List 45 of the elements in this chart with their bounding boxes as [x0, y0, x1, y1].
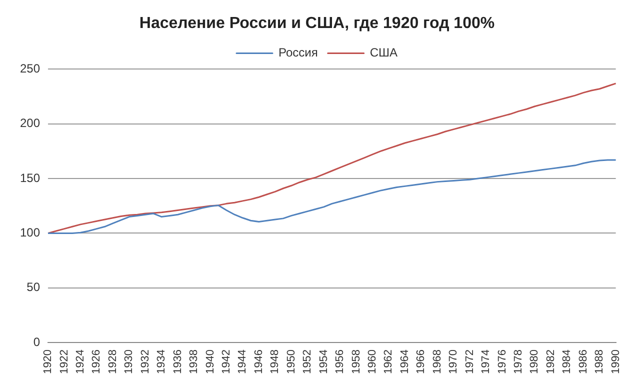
- x-tick-label: 1920: [42, 350, 54, 374]
- y-tick-label: 200: [20, 116, 40, 130]
- x-tick-label: 1928: [106, 350, 119, 374]
- x-tick-label: 1962: [382, 350, 395, 374]
- x-tick-label: 1936: [172, 350, 184, 374]
- x-tick-label: 1930: [123, 350, 136, 374]
- x-tick-label: 1970: [448, 350, 460, 374]
- x-tick-label: 1976: [496, 350, 508, 374]
- x-tick-label: 1948: [269, 350, 282, 374]
- x-tick-label: 1966: [415, 350, 428, 374]
- x-tick-label: 1982: [544, 350, 557, 374]
- x-tick-label: 1924: [74, 350, 86, 374]
- x-tick-label: 1988: [594, 350, 606, 374]
- x-tick-label: 1978: [512, 350, 524, 374]
- y-tick-label: 0: [33, 334, 40, 349]
- y-tick-label: 250: [20, 62, 40, 76]
- x-tick-label: 1968: [431, 350, 444, 374]
- x-tick-label: 1934: [156, 350, 168, 374]
- x-tick-label: 1922: [58, 350, 70, 374]
- x-tick-label: 1972: [464, 350, 476, 374]
- chart-title: Население России и США, где 1920 год 100%: [139, 15, 495, 32]
- x-tick-label: 1960: [366, 350, 378, 374]
- x-tick-label: 1926: [90, 350, 103, 374]
- x-tick-label: 1984: [561, 350, 574, 374]
- x-tick-label: 1950: [285, 350, 298, 374]
- x-tick-label: 1944: [236, 350, 249, 374]
- x-tick-label: 1938: [188, 350, 200, 374]
- x-tick-label: 1940: [204, 350, 216, 374]
- legend-label: США: [370, 46, 398, 60]
- x-tick-label: 1956: [334, 350, 346, 374]
- y-tick-label: 150: [20, 170, 40, 185]
- x-tick-label: 1974: [480, 350, 492, 374]
- x-tick-label: 1952: [302, 350, 314, 374]
- y-tick-label: 100: [20, 226, 40, 240]
- x-tick-label: 1954: [318, 350, 330, 374]
- y-tick-label: 50: [26, 280, 40, 294]
- x-tick-label: 1990: [610, 350, 622, 374]
- x-tick-label: 1932: [139, 350, 152, 374]
- x-tick-label: 1980: [528, 350, 541, 374]
- x-tick-label: 1986: [577, 350, 590, 374]
- x-tick-label: 1942: [220, 350, 232, 374]
- x-tick-label: 1958: [350, 350, 362, 374]
- legend-label: Россия: [278, 46, 318, 60]
- x-tick-label: 1964: [398, 350, 411, 374]
- x-tick-label: 1946: [252, 350, 265, 374]
